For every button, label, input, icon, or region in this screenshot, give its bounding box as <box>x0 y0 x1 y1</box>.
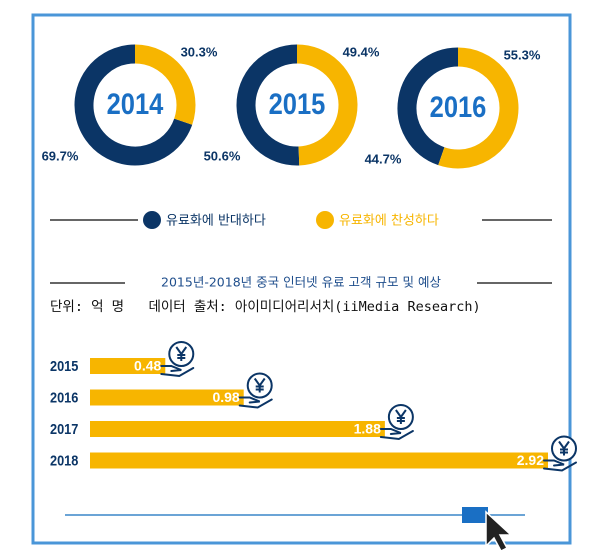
donut-value-label: 50.6% <box>204 148 241 163</box>
donut-year: 2015 <box>269 87 326 120</box>
yen-icon <box>558 440 570 456</box>
category-label: 2016 <box>50 388 79 405</box>
bar <box>90 389 244 406</box>
cursor <box>485 510 513 552</box>
bar-value-label: 0.98 <box>212 389 239 405</box>
hand-icon <box>238 396 273 409</box>
legend-swatch <box>316 211 334 229</box>
legend-label: 유료화에 반대하다 <box>166 214 266 229</box>
bar-value-label: 1.88 <box>354 421 381 437</box>
donut-center <box>418 68 498 148</box>
donut-segment <box>134 44 196 125</box>
bar-value-label: 0.48 <box>134 358 161 374</box>
hand-icon <box>543 459 577 472</box>
donut-segment <box>438 47 519 169</box>
donut-value-label: 44.7% <box>365 151 402 166</box>
legend-label: 유료화에 찬성하다 <box>339 214 439 229</box>
bar-subtitle: 단위: 억 명 데이터 출처: 아이미디어리서치(iiMedia Researc… <box>50 299 481 315</box>
yen-icon <box>175 346 188 361</box>
category-label: 2018 <box>50 451 79 468</box>
donut-value-label: 30.3% <box>181 44 218 59</box>
hand-icon <box>160 365 195 378</box>
donut-center <box>95 65 175 145</box>
scroll-thumb[interactable] <box>462 507 488 523</box>
donut-value-label: 49.4% <box>343 44 380 59</box>
bar <box>90 452 548 469</box>
yen-icon <box>253 377 266 393</box>
donut-year: 2016 <box>430 90 487 123</box>
donut-year: 2014 <box>107 87 164 120</box>
donut-segment <box>74 44 193 166</box>
donut-value-label: 55.3% <box>504 47 541 62</box>
bar <box>90 421 385 437</box>
donut-segment <box>236 44 300 166</box>
bar-value-label: 2.92 <box>517 452 544 468</box>
donut-segment <box>296 44 358 166</box>
legend-swatch <box>143 211 161 229</box>
donut-center <box>257 65 337 145</box>
frame <box>31 13 572 545</box>
category-label: 2015 <box>50 357 79 374</box>
bar <box>90 358 166 374</box>
yen-icon <box>395 409 407 424</box>
donut-segment <box>397 47 459 166</box>
donut-value-label: 69.7% <box>42 148 79 163</box>
category-label: 2017 <box>50 420 79 437</box>
hand-icon <box>379 428 414 441</box>
bar-title: 2015년-2018년 중국 인터넷 유료 고객 규모 및 예상 <box>161 275 441 290</box>
